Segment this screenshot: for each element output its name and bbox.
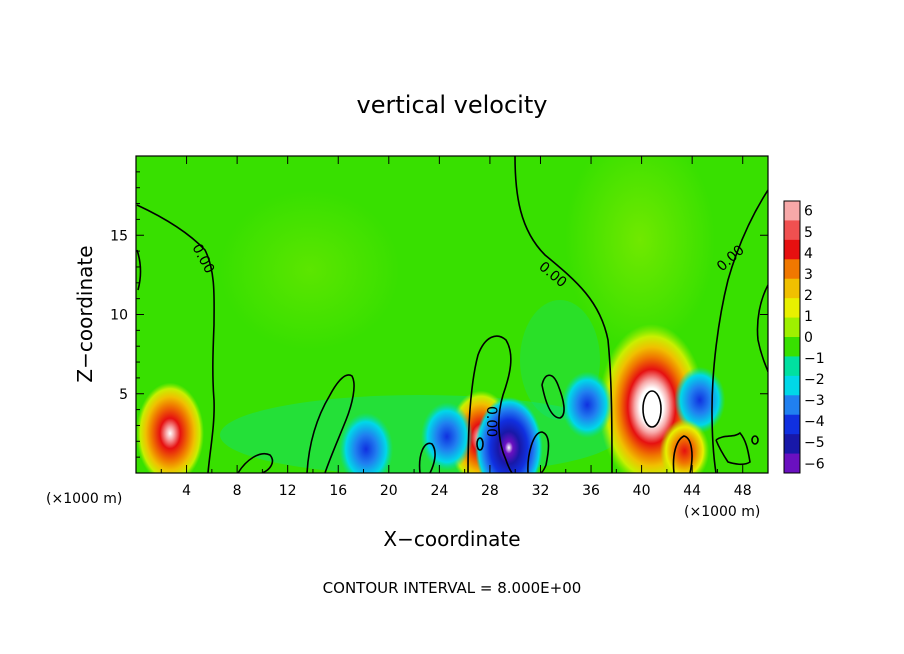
shade-upper-1: [220, 190, 400, 350]
colorbar-swatch: [784, 278, 800, 299]
x-tick-label: 8: [233, 483, 242, 499]
colorbar-swatch: [784, 453, 800, 474]
contour-line: [237, 453, 274, 473]
contour-line: [136, 249, 142, 291]
colorbar-swatch: [784, 375, 800, 396]
x-tick-label: 48: [734, 483, 752, 499]
contour-closed: [751, 435, 759, 445]
colorbar-swatch: [784, 239, 800, 260]
colorbar-tick-label: 0: [804, 330, 813, 346]
colorbar-tick-label: −4: [804, 414, 825, 430]
colorbar-swatch: [784, 201, 800, 221]
colorbar-tick-label: −3: [804, 393, 825, 409]
downdraft-cell: [561, 371, 613, 439]
colorbar-tick-label: 6: [804, 204, 813, 220]
colorbar-tick-label: −2: [804, 372, 825, 388]
colorbar-swatch: [784, 395, 800, 416]
updraft-cell: [659, 419, 710, 473]
downdraft-cell: [339, 412, 394, 473]
contour-line: [136, 204, 215, 473]
colorbar-swatch: [784, 356, 800, 377]
x-tick-label: 12: [279, 483, 297, 499]
colorbar-frame: [783, 200, 801, 474]
chart-title: vertical velocity: [357, 91, 548, 119]
contour-line: [418, 442, 436, 473]
contour-closed: [476, 437, 484, 451]
colorbar-swatch: [784, 434, 800, 455]
x-tick-label: 4: [182, 483, 191, 499]
plot-area: 0.00 0.00 0.00 0.00: [136, 156, 768, 473]
x-tick-label: 32: [532, 483, 550, 499]
colorbar-tick-label: 5: [804, 225, 813, 241]
x-tick-label: 44: [683, 483, 701, 499]
x-unit-right: (×1000 m): [684, 504, 760, 520]
colorbar-tick-label: −1: [804, 351, 825, 367]
colorbar: 6 5 4 3 2 1 0 −1 −2 −3 −4 −5 −6: [783, 200, 825, 474]
contour-interval-note: CONTOUR INTERVAL = 8.000E+00: [323, 579, 582, 597]
colorbar-tick-label: 4: [804, 246, 813, 262]
x-axis: 4 8 12 16 20 24 28 32 36 40 44 48: [160, 156, 752, 499]
y-tick-label: 10: [110, 308, 128, 324]
shade-upper-2: [565, 156, 715, 350]
colorbar-swatch: [784, 337, 800, 357]
colorbar-tick-label: 2: [804, 288, 813, 304]
y-axis-label: Z−coordinate: [73, 245, 97, 382]
colorbar-swatch: [784, 298, 800, 319]
colorbar-swatch: [784, 220, 800, 241]
colorbar-swatch: [784, 259, 800, 280]
colorbar-tick-label: 1: [804, 309, 813, 325]
x-tick-label: 40: [633, 483, 651, 499]
y-axis: 5 10 15: [110, 171, 768, 458]
colorbar-swatch: [784, 317, 800, 338]
x-tick-label: 24: [430, 483, 448, 499]
x-tick-label: 28: [481, 483, 499, 499]
x-tick-label: 16: [329, 483, 347, 499]
contour-line: [756, 284, 768, 373]
contour-line: [527, 431, 550, 473]
downdraft-cell: [475, 396, 543, 473]
updraft-cell: [136, 382, 204, 473]
colorbar-tick-label: −6: [804, 456, 825, 472]
contour-line: [541, 374, 565, 419]
contour-label: 0.00: [483, 406, 499, 437]
colorbar-tick-label: 3: [804, 267, 813, 283]
contour-line: [306, 374, 355, 473]
x-unit-left: (×1000 m): [46, 491, 122, 507]
downdraft-cell: [420, 402, 473, 471]
contour-line: [467, 335, 513, 473]
y-tick-label: 5: [119, 387, 128, 403]
contour-line: [514, 156, 613, 473]
contour-line: [715, 431, 751, 466]
contour-line: [711, 189, 768, 473]
y-tick-label: 15: [110, 228, 128, 244]
x-tick-label: 36: [582, 483, 600, 499]
contour-line: [672, 435, 693, 473]
contour-closed: [642, 390, 662, 428]
colorbar-tick-label: −5: [804, 435, 825, 451]
colorbar-swatch: [784, 414, 800, 435]
x-tick-label: 20: [380, 483, 398, 499]
x-axis-label: X−coordinate: [383, 527, 520, 551]
